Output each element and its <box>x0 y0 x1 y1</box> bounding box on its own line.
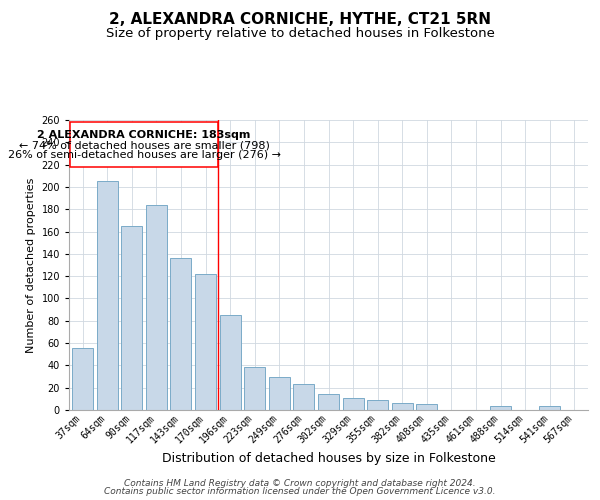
Text: Size of property relative to detached houses in Folkestone: Size of property relative to detached ho… <box>106 28 494 40</box>
Bar <box>392 404 413 410</box>
Bar <box>97 182 118 410</box>
Text: 2, ALEXANDRA CORNICHE, HYTHE, CT21 5RN: 2, ALEXANDRA CORNICHE, HYTHE, CT21 5RN <box>109 12 491 28</box>
Bar <box>146 205 167 410</box>
Bar <box>490 406 511 410</box>
Bar <box>244 366 265 410</box>
Text: 26% of semi-detached houses are larger (276) →: 26% of semi-detached houses are larger (… <box>8 150 281 160</box>
Y-axis label: Number of detached properties: Number of detached properties <box>26 178 36 352</box>
Bar <box>121 226 142 410</box>
Text: 2 ALEXANDRA CORNICHE: 183sqm: 2 ALEXANDRA CORNICHE: 183sqm <box>37 130 251 140</box>
Bar <box>318 394 339 410</box>
Text: Contains public sector information licensed under the Open Government Licence v3: Contains public sector information licen… <box>104 488 496 496</box>
X-axis label: Distribution of detached houses by size in Folkestone: Distribution of detached houses by size … <box>161 452 496 464</box>
Bar <box>343 398 364 410</box>
Bar <box>72 348 93 410</box>
Bar <box>269 376 290 410</box>
Bar <box>170 258 191 410</box>
Bar <box>416 404 437 410</box>
Text: ← 74% of detached houses are smaller (798): ← 74% of detached houses are smaller (79… <box>19 140 269 150</box>
Bar <box>220 315 241 410</box>
Bar <box>539 406 560 410</box>
Bar <box>70 122 218 167</box>
Bar <box>367 400 388 410</box>
Text: Contains HM Land Registry data © Crown copyright and database right 2024.: Contains HM Land Registry data © Crown c… <box>124 478 476 488</box>
Bar <box>293 384 314 410</box>
Bar <box>195 274 216 410</box>
